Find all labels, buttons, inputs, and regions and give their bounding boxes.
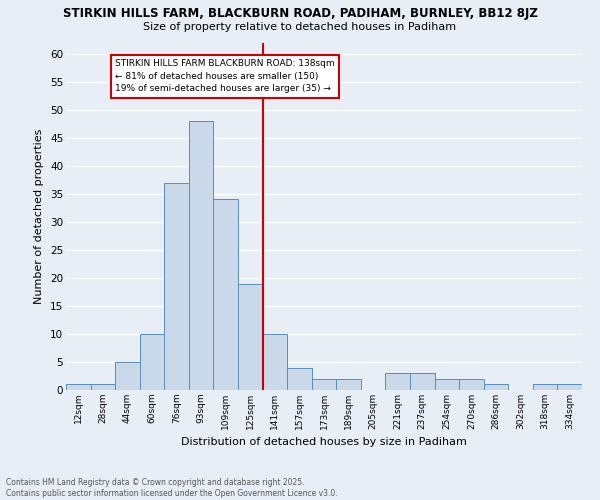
X-axis label: Distribution of detached houses by size in Padiham: Distribution of detached houses by size …: [181, 438, 467, 448]
Bar: [533, 384, 557, 390]
Bar: [385, 373, 410, 390]
Bar: [66, 384, 91, 390]
Text: STIRKIN HILLS FARM, BLACKBURN ROAD, PADIHAM, BURNLEY, BB12 8JZ: STIRKIN HILLS FARM, BLACKBURN ROAD, PADI…: [62, 8, 538, 20]
Bar: [189, 121, 214, 390]
Y-axis label: Number of detached properties: Number of detached properties: [34, 128, 44, 304]
Bar: [459, 379, 484, 390]
Bar: [336, 379, 361, 390]
Bar: [484, 384, 508, 390]
Bar: [115, 362, 140, 390]
Text: Contains HM Land Registry data © Crown copyright and database right 2025.
Contai: Contains HM Land Registry data © Crown c…: [6, 478, 338, 498]
Bar: [164, 182, 189, 390]
Bar: [140, 334, 164, 390]
Bar: [287, 368, 312, 390]
Bar: [91, 384, 115, 390]
Text: Size of property relative to detached houses in Padiham: Size of property relative to detached ho…: [143, 22, 457, 32]
Text: STIRKIN HILLS FARM BLACKBURN ROAD: 138sqm
← 81% of detached houses are smaller (: STIRKIN HILLS FARM BLACKBURN ROAD: 138sq…: [115, 60, 335, 94]
Bar: [312, 379, 336, 390]
Bar: [410, 373, 434, 390]
Bar: [557, 384, 582, 390]
Bar: [434, 379, 459, 390]
Bar: [238, 284, 263, 390]
Bar: [263, 334, 287, 390]
Bar: [214, 200, 238, 390]
